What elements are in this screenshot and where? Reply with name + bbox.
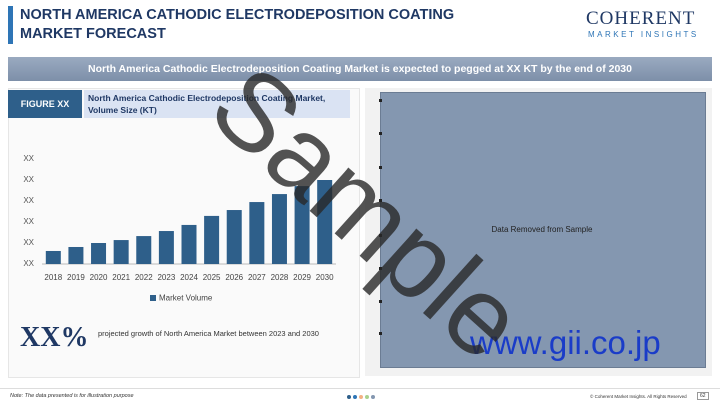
figure-label: FIGURE XX <box>8 90 82 118</box>
y-tick-label: XX <box>23 154 34 163</box>
x-tick-label: 2021 <box>112 273 130 282</box>
x-tick-label: 2022 <box>135 273 153 282</box>
dot <box>365 395 369 399</box>
bullet <box>379 199 382 202</box>
y-tick-label: XX <box>23 175 34 184</box>
logo-sub: MARKET INSIGHTS <box>588 30 699 39</box>
y-tick-label: XX <box>23 196 34 205</box>
banner: North America Cathodic Electrodeposition… <box>8 57 712 81</box>
x-tick-label: 2024 <box>180 273 198 282</box>
bar <box>271 194 287 264</box>
y-tick-label: XX <box>23 217 34 226</box>
bullet <box>379 99 382 102</box>
bar <box>204 215 220 264</box>
x-tick-label: 2026 <box>225 273 243 282</box>
chart-title: North America Cathodic Electrodeposition… <box>84 90 350 118</box>
growth-text: projected growth of North America Market… <box>98 329 319 338</box>
y-tick-label: XX <box>23 238 34 247</box>
x-tick-label: 2020 <box>90 273 108 282</box>
footer-dots <box>347 395 375 399</box>
bar <box>91 243 107 264</box>
bar <box>68 246 84 264</box>
legend-swatch <box>150 295 156 301</box>
bar <box>158 231 174 264</box>
removed-box <box>380 92 706 368</box>
x-tick-label: 2019 <box>67 273 85 282</box>
footer-copyright: © Coherent Market Insights. All Rights R… <box>590 394 687 399</box>
bar <box>249 202 265 264</box>
growth-value: XX% <box>20 322 89 353</box>
x-tick-label: 2030 <box>316 273 334 282</box>
footer-note: Note: The data presented is for illustra… <box>10 393 134 399</box>
page-number: 62 <box>697 392 709 400</box>
bar <box>226 210 242 264</box>
removed-text: Data Removed from Sample <box>491 225 593 234</box>
x-tick-label: 2023 <box>157 273 175 282</box>
dot <box>371 395 375 399</box>
x-tick-label: 2025 <box>203 273 221 282</box>
bullet <box>379 132 382 135</box>
bullet <box>379 166 382 169</box>
footer-line <box>0 388 720 389</box>
dot <box>359 395 363 399</box>
bar <box>317 180 333 264</box>
bullet <box>379 267 382 270</box>
website: www.gii.co.jp <box>470 324 661 361</box>
y-tick-label: XX <box>23 259 34 268</box>
x-tick-label: 2027 <box>248 273 266 282</box>
bar <box>294 186 310 264</box>
bar <box>113 240 129 264</box>
x-tick-label: 2018 <box>44 273 62 282</box>
title-bar-accent <box>8 6 13 44</box>
bullet <box>379 300 382 303</box>
bullet <box>379 234 382 237</box>
dot <box>347 395 351 399</box>
bar <box>136 236 152 264</box>
bar <box>181 224 197 264</box>
dot <box>353 395 357 399</box>
x-tick-label: 2028 <box>271 273 289 282</box>
legend-label: Market Volume <box>159 294 213 303</box>
header-title: NORTH AMERICA CATHODIC ELECTRODEPOSITION… <box>20 7 455 42</box>
logo-main: COHERENT <box>586 8 696 29</box>
bullet <box>379 332 382 335</box>
bar <box>45 250 61 264</box>
bullets <box>379 99 382 335</box>
x-tick-label: 2029 <box>293 273 311 282</box>
